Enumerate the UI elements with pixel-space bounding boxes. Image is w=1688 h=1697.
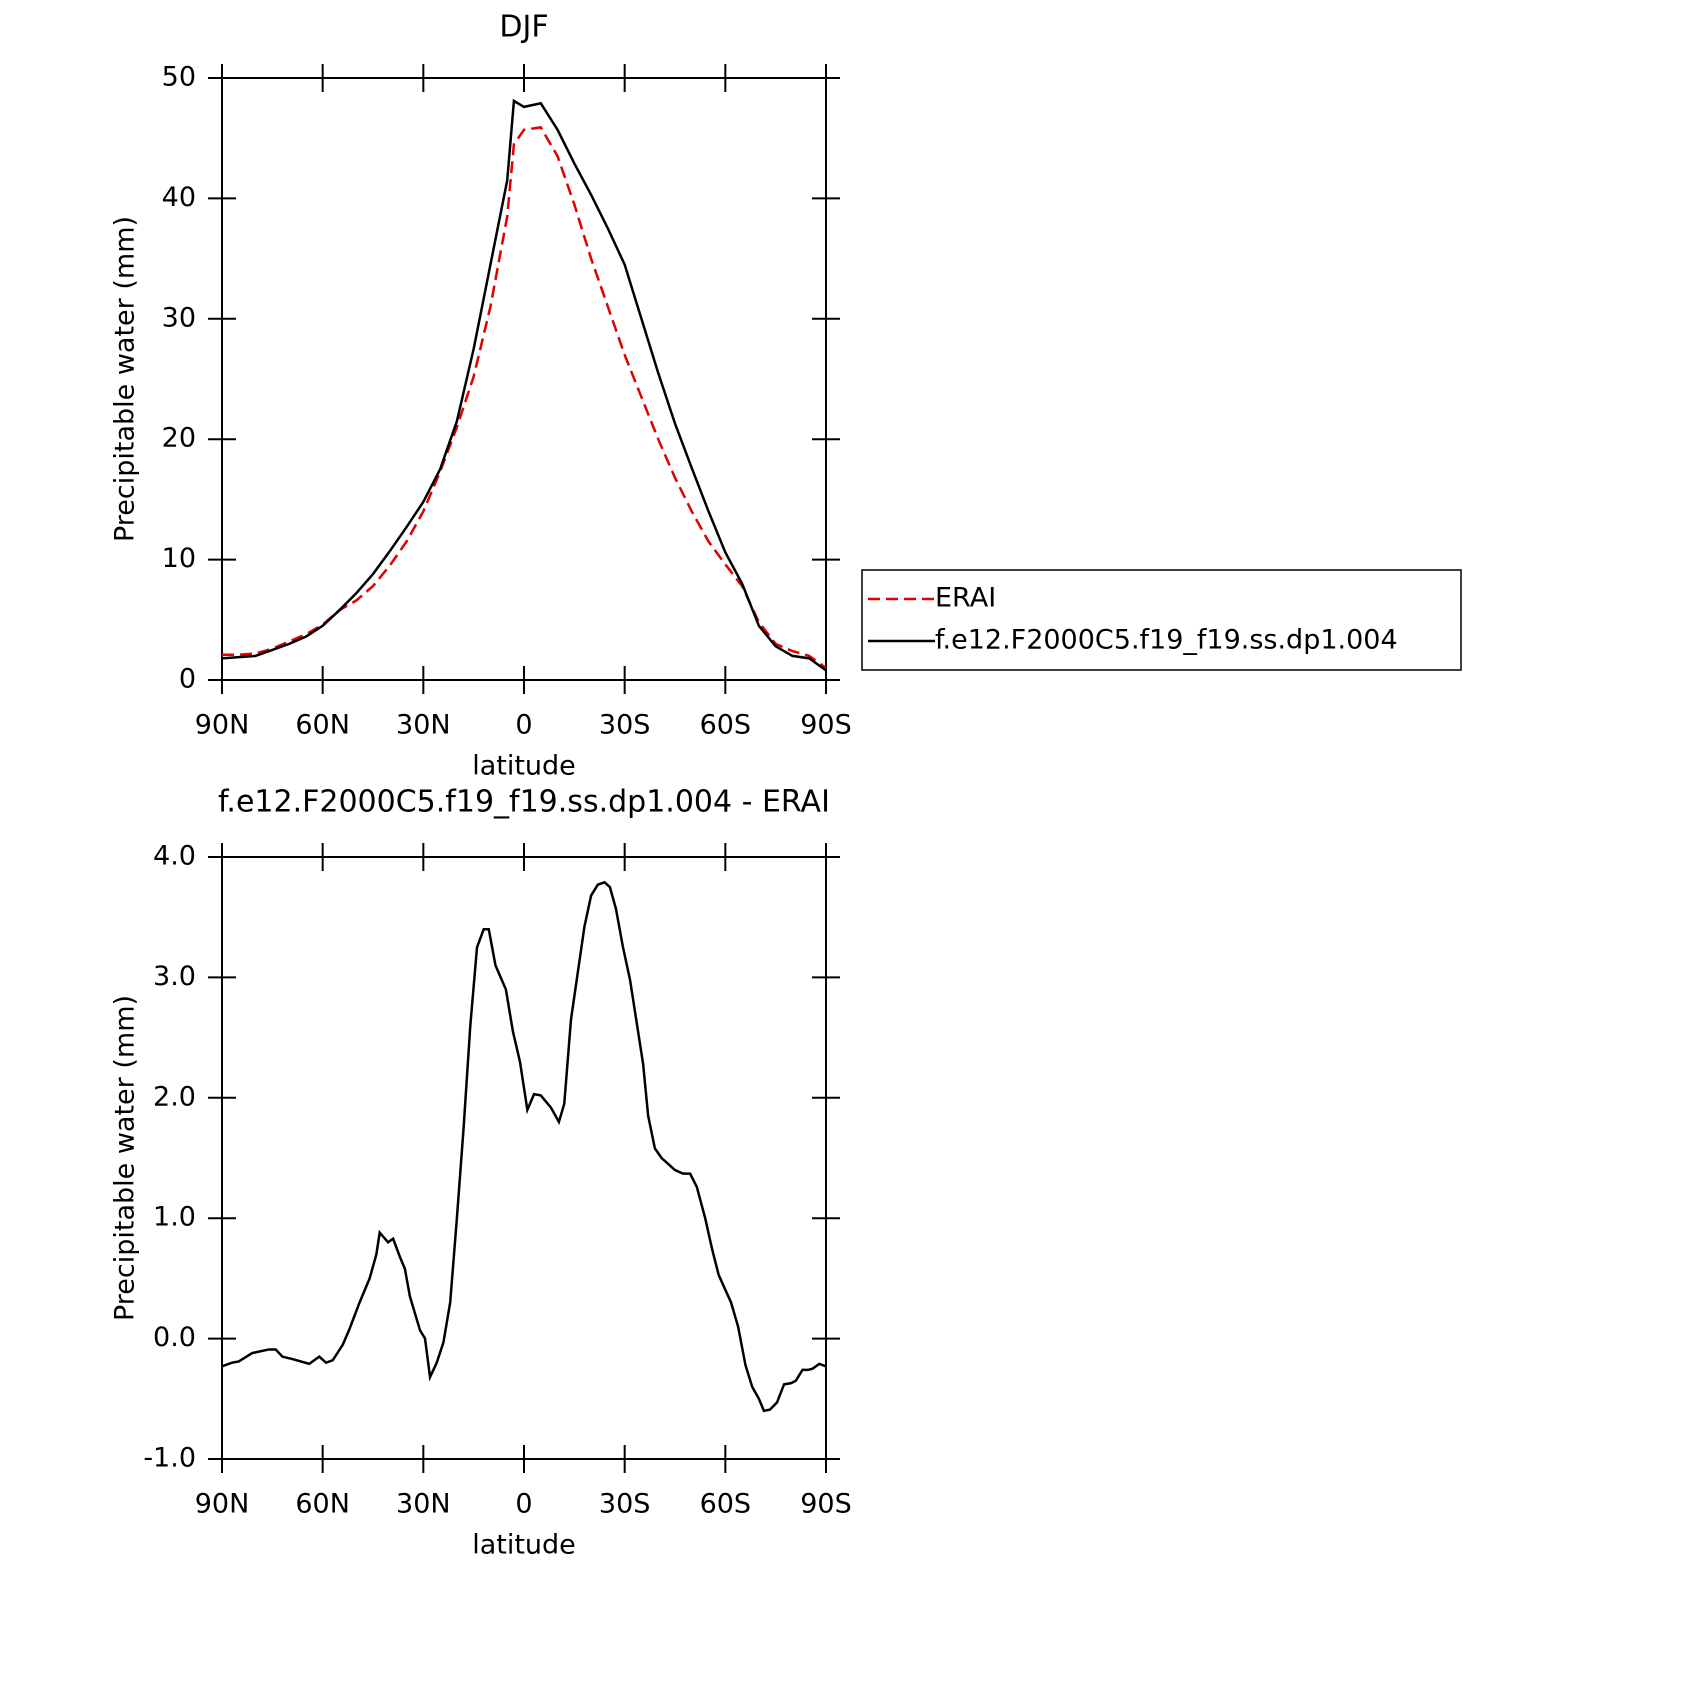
x-tick-label: 90N (195, 1489, 250, 1520)
x-tick-label: 60N (295, 1489, 350, 1520)
y-axis-label: Precipitable water (mm) (110, 995, 141, 1321)
x-tick-label: 90S (800, 710, 852, 741)
chart-title: DJF (499, 10, 548, 45)
y-tick-label: 4.0 (153, 841, 196, 872)
x-tick-label: 90S (800, 1489, 852, 1520)
y-tick-label: 20 (162, 423, 196, 454)
y-axis-label: Precipitable water (mm) (110, 216, 141, 542)
x-axis-label: latitude (472, 751, 576, 782)
y-tick-label: 40 (162, 182, 196, 213)
legend-label: ERAI (935, 583, 996, 614)
x-tick-label: 0 (515, 1489, 532, 1520)
x-tick-label: 60S (700, 710, 752, 741)
legend-box (861, 569, 1462, 671)
x-tick-label: 0 (515, 710, 532, 741)
y-tick-label: 0.0 (153, 1322, 196, 1353)
y-tick-label: 50 (162, 62, 196, 93)
chart-title: f.e12.F2000C5.f19_f19.ss.dp1.004 - ERAI (218, 785, 830, 820)
x-tick-label: 30S (599, 710, 651, 741)
y-tick-label: 0 (179, 664, 196, 695)
y-tick-label: 2.0 (153, 1081, 196, 1112)
y-tick-label: 30 (162, 302, 196, 333)
plot-frame (221, 77, 827, 681)
x-tick-label: 60S (700, 1489, 752, 1520)
x-tick-label: 30N (396, 1489, 451, 1520)
x-tick-label: 30N (396, 710, 451, 741)
x-tick-label: 90N (195, 710, 250, 741)
y-tick-label: 10 (162, 543, 196, 574)
data-line (221, 98, 827, 672)
y-tick-label: 1.0 (153, 1202, 196, 1233)
x-tick-label: 60N (295, 710, 350, 741)
y-tick-label: -1.0 (143, 1443, 196, 1474)
data-line (221, 880, 827, 1413)
y-tick-label: 3.0 (153, 961, 196, 992)
x-tick-label: 30S (599, 1489, 651, 1520)
legend-label: f.e12.F2000C5.f19_f19.ss.dp1.004 (935, 625, 1398, 656)
plot-frame (221, 856, 827, 1460)
x-axis-label: latitude (472, 1530, 576, 1561)
